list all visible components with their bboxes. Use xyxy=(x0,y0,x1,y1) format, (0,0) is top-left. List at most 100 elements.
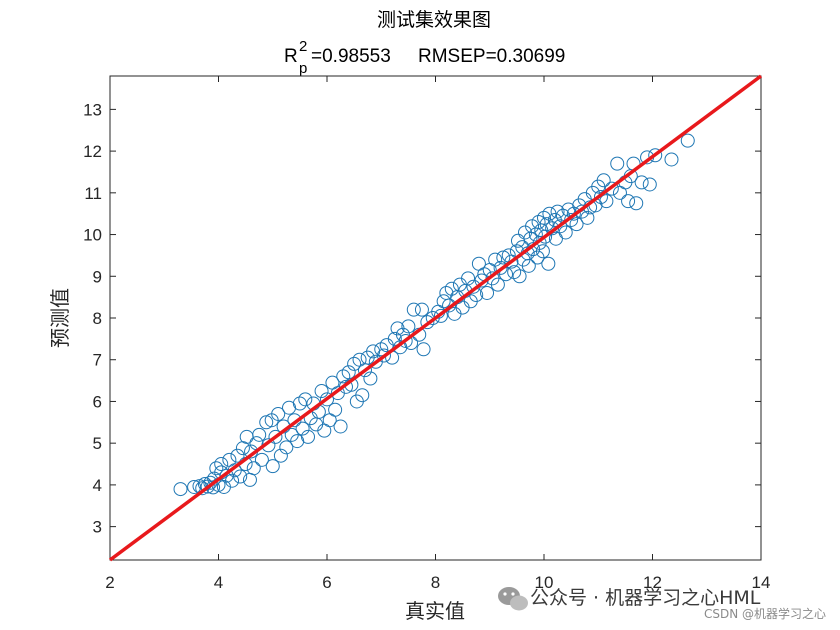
x-tick-label: 4 xyxy=(214,573,223,592)
data-point xyxy=(336,369,351,384)
data-point xyxy=(621,194,636,209)
y-tick-label: 8 xyxy=(93,309,102,328)
watermark: 公众号 · 机器学习之心HML CSDN @机器学习之心 xyxy=(498,587,826,621)
x-axis-label: 真实值 xyxy=(405,599,465,623)
data-point xyxy=(610,156,625,171)
data-point xyxy=(203,475,218,490)
data-point xyxy=(268,429,283,444)
data-point xyxy=(444,281,459,296)
data-point xyxy=(488,252,503,267)
data-point xyxy=(490,277,505,292)
subtitle-r-symbol: R xyxy=(284,46,298,67)
data-point xyxy=(187,479,202,494)
data-point xyxy=(287,413,302,428)
x-tick-label: 14 xyxy=(752,573,771,592)
data-point xyxy=(642,177,657,192)
data-point xyxy=(355,388,370,403)
data-point xyxy=(537,210,551,225)
data-point xyxy=(246,461,261,476)
data-point xyxy=(414,302,429,317)
data-point xyxy=(225,473,240,488)
data-point xyxy=(416,342,431,357)
data-point xyxy=(507,265,522,280)
y-tick-label: 12 xyxy=(83,142,102,161)
data-point xyxy=(230,448,245,463)
data-point xyxy=(320,392,334,407)
data-point xyxy=(252,427,267,442)
data-point xyxy=(273,448,288,463)
data-point xyxy=(569,217,584,232)
data-point xyxy=(301,429,316,444)
data-point xyxy=(401,319,416,334)
data-point xyxy=(593,190,608,204)
data-point xyxy=(436,294,451,309)
data-point xyxy=(214,457,229,472)
wechat-icon xyxy=(498,587,528,611)
data-point xyxy=(314,384,329,399)
data-point xyxy=(363,371,378,386)
y-tick-label: 7 xyxy=(93,351,102,370)
x-tick-label: 2 xyxy=(105,573,114,592)
data-point xyxy=(550,204,565,219)
data-point xyxy=(387,331,402,346)
data-point xyxy=(566,206,581,221)
data-point xyxy=(406,302,421,317)
watermark-sub-text: CSDN @机器学习之心 xyxy=(704,606,826,621)
data-point xyxy=(521,258,536,273)
chart-subtitle: R 2 p =0.98553 RMSEP=0.30699 xyxy=(284,38,565,77)
data-point xyxy=(480,285,495,300)
data-point xyxy=(295,421,310,436)
subtitle-rmsep: RMSEP=0.30699 xyxy=(418,46,565,67)
data-point xyxy=(374,342,389,357)
subtitle-r-superscript: 2 xyxy=(299,38,307,55)
data-point xyxy=(664,152,679,167)
data-point xyxy=(420,315,435,330)
y-tick-label: 11 xyxy=(84,184,102,203)
data-points xyxy=(173,133,695,497)
data-point xyxy=(541,256,556,271)
data-point xyxy=(298,392,313,407)
subtitle-r-value: =0.98553 xyxy=(311,46,391,67)
data-point xyxy=(680,133,695,148)
y-tick-label: 3 xyxy=(93,518,102,537)
data-point xyxy=(512,269,527,284)
data-point xyxy=(328,402,343,417)
data-point xyxy=(219,468,234,483)
x-tick-label: 8 xyxy=(431,573,440,592)
y-tick-label: 6 xyxy=(93,392,102,411)
data-point xyxy=(265,459,280,474)
y-tick-label: 4 xyxy=(93,476,102,495)
data-point xyxy=(279,440,294,455)
data-point xyxy=(292,396,307,411)
data-point xyxy=(604,181,619,196)
chart-title: 测试集效果图 xyxy=(377,9,491,31)
data-point xyxy=(347,356,362,371)
data-point xyxy=(271,406,286,421)
data-point xyxy=(535,244,550,259)
data-point xyxy=(461,271,476,286)
axis-ticks: 2 4 6 8 10 12 14 3 4 5 6 7 8 9 10 11 12 13 xyxy=(83,76,770,592)
x-tick-label: 6 xyxy=(322,573,331,592)
data-point xyxy=(433,308,448,323)
data-point xyxy=(376,348,391,363)
data-point xyxy=(634,175,649,190)
data-point xyxy=(599,194,614,209)
fit-line-layer xyxy=(108,74,763,562)
y-tick-label: 10 xyxy=(83,226,102,245)
y-tick-label: 13 xyxy=(83,100,102,119)
data-point xyxy=(442,298,457,313)
data-point xyxy=(173,482,188,497)
data-point xyxy=(209,461,224,476)
x-tick-label: 10 xyxy=(535,573,554,592)
data-point xyxy=(333,419,348,434)
data-point xyxy=(580,210,595,225)
data-point xyxy=(254,452,269,467)
data-point xyxy=(596,173,611,188)
subtitle-r-subscript: p xyxy=(299,60,307,77)
data-point xyxy=(531,215,546,230)
y-tick-label: 9 xyxy=(93,267,102,286)
y-axis-label: 预测值 xyxy=(48,288,72,348)
x-tick-label: 12 xyxy=(643,573,662,592)
data-point xyxy=(548,231,563,246)
y-tick-label: 5 xyxy=(93,434,102,453)
